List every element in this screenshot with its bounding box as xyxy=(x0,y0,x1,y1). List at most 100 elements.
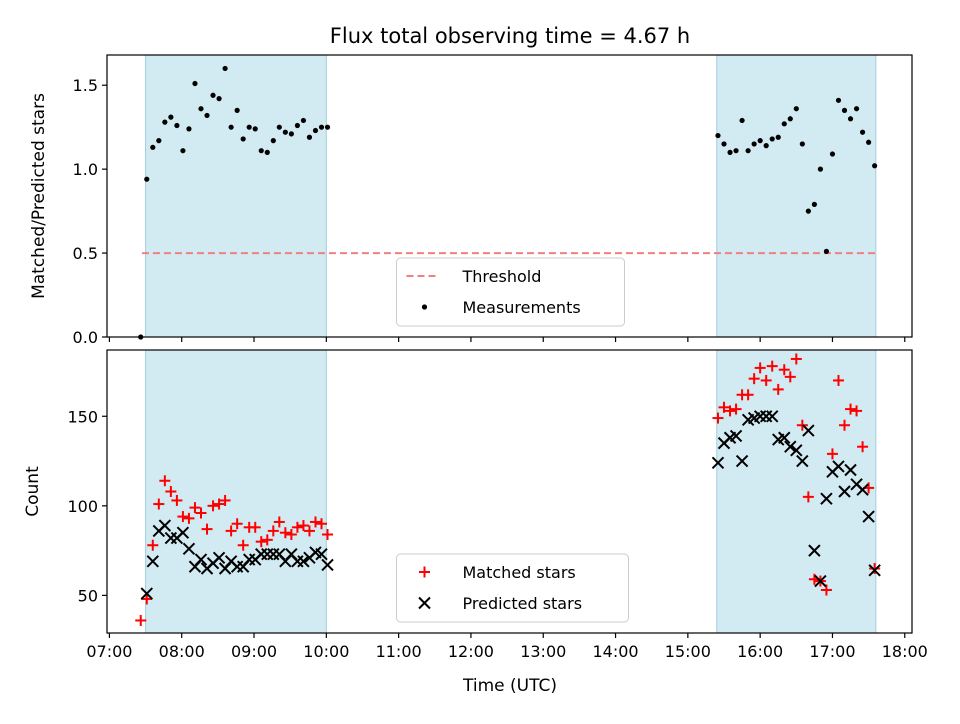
matched-stars-point xyxy=(219,494,231,506)
matched-stars-point xyxy=(857,441,869,453)
matched-stars-point xyxy=(772,383,784,395)
predicted-stars-point xyxy=(844,463,857,477)
matched-stars-point xyxy=(201,523,213,535)
measurements-point xyxy=(294,122,301,129)
predicted-stars-point-b xyxy=(315,547,328,561)
x-tick-label: 09:00 xyxy=(231,642,277,661)
predicted-stars-point xyxy=(158,519,172,532)
matched-stars-point xyxy=(267,525,279,537)
predicted-stars-point-b xyxy=(838,485,851,498)
legend-measurements-label: Measurements xyxy=(463,298,581,317)
measurements-point xyxy=(872,163,878,169)
ratio-axes-frame xyxy=(106,54,913,338)
measurements-point xyxy=(210,92,216,98)
predicted-stars-point-b xyxy=(832,460,845,473)
predicted-stars-point xyxy=(796,454,809,468)
measurements-point xyxy=(282,129,288,135)
predicted-stars-point xyxy=(784,440,797,453)
count-axes-frame xyxy=(106,349,913,634)
matched-stars-point xyxy=(303,525,315,537)
y-axis-label: Count xyxy=(23,466,43,517)
measurements-point xyxy=(847,116,854,122)
measurements-point xyxy=(222,65,228,72)
predicted-stars-point-b xyxy=(802,424,815,437)
predicted-stars-point-b xyxy=(158,519,172,532)
measurements-point xyxy=(234,107,240,113)
measurements-point xyxy=(168,114,174,120)
predicted-stars-point-b xyxy=(850,478,863,491)
matched-stars-point xyxy=(839,419,851,431)
legend-predicted-stars-swatch xyxy=(418,596,431,610)
matched-stars-point xyxy=(159,475,171,487)
predicted-stars-point xyxy=(315,547,328,561)
legend-box xyxy=(396,257,625,327)
bottom-panel: 50 100 150 07:00 08:00 09:00 10:00 11:00 12:00 13… xyxy=(23,349,928,661)
predicted-stars-point xyxy=(790,444,803,457)
predicted-stars-point-b xyxy=(182,542,196,556)
predicted-stars-point-b xyxy=(711,456,725,470)
measurements-point xyxy=(817,166,824,172)
predicted-stars-point xyxy=(212,551,226,564)
measurements-point xyxy=(715,132,721,139)
matched-stars-point xyxy=(225,525,237,537)
matched-stars-point xyxy=(255,536,267,548)
measurements-point xyxy=(198,106,204,112)
predicted-stars-point xyxy=(856,483,869,496)
measurements-point xyxy=(859,129,866,135)
measurements-point xyxy=(144,176,150,182)
matched-stars-point xyxy=(802,491,814,503)
predicted-stars-point-b xyxy=(814,574,827,588)
measurements-point xyxy=(769,136,775,142)
predicted-stars-point-b xyxy=(224,555,238,568)
matched-stars-point xyxy=(309,516,321,528)
measurements-point xyxy=(721,141,727,147)
ratio-legend: Threshold Measurements xyxy=(396,257,625,327)
matched-stars-point xyxy=(718,401,730,413)
matched-stars-point xyxy=(285,528,297,540)
x-axis-label: Time (UTC) xyxy=(462,676,557,696)
predicted-stars-point xyxy=(194,553,208,566)
matched-stars-point xyxy=(171,494,183,506)
matched-stars-point xyxy=(153,498,165,510)
x-tick-label: 18:00 xyxy=(882,642,928,661)
measurements-point xyxy=(258,148,264,154)
predicted-stars-point xyxy=(297,555,310,568)
predicted-stars-point-b xyxy=(273,547,286,561)
matched-stars-point xyxy=(231,518,243,530)
measurements-point xyxy=(240,136,246,142)
matched-stars-point xyxy=(766,360,778,372)
measurements-point xyxy=(270,138,276,144)
legend-matched-stars-swatch xyxy=(419,566,430,578)
measurements-point xyxy=(751,141,757,147)
measurements-point xyxy=(186,126,192,132)
x-tick-label: 08:00 xyxy=(159,642,205,661)
legend-measurements-swatch xyxy=(421,304,428,310)
legend-threshold-label: Threshold xyxy=(462,267,542,286)
measurements-point xyxy=(192,80,198,87)
y-tick-label: 0.0 xyxy=(73,328,98,347)
predicted-stars-point xyxy=(868,564,881,577)
predicted-stars-point xyxy=(182,542,196,556)
measurements-point xyxy=(841,107,848,113)
measurements-point xyxy=(288,131,294,137)
matched-stars-point xyxy=(730,403,742,415)
measurements-point xyxy=(276,124,282,130)
measurements-point xyxy=(811,201,817,207)
measurements-point xyxy=(162,119,168,125)
matched-stars-point xyxy=(297,520,309,532)
matched-stars-point xyxy=(189,502,201,514)
x-tick-label: 10:00 xyxy=(303,642,349,661)
measurements-point xyxy=(727,149,733,155)
predicted-stars-point-b xyxy=(790,444,803,457)
predicted-stars-point xyxy=(778,431,791,444)
predicted-stars-point-b xyxy=(285,547,298,561)
measurements-point xyxy=(757,138,763,144)
matched-stars-point xyxy=(273,516,285,528)
top-panel: 0.0 0.5 1.0 1.5 Matched/Predicted stars Thres… xyxy=(29,54,913,347)
measurements-point xyxy=(204,112,210,119)
matched-stars-point xyxy=(778,364,790,376)
y-tick-label: 150 xyxy=(67,407,98,426)
x-tick-label: 11:00 xyxy=(376,642,422,661)
matched-stars-point xyxy=(851,405,863,417)
